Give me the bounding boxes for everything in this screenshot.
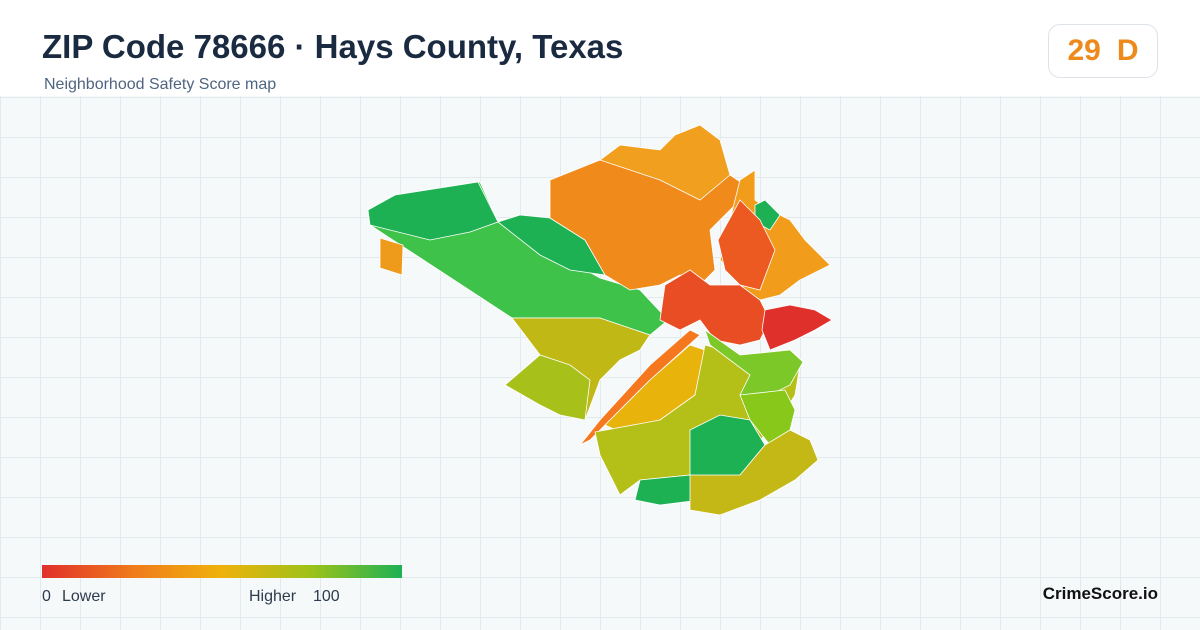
map-region: [704, 328, 804, 396]
map-region: [659, 269, 771, 346]
map-region: [761, 304, 833, 351]
brand: CrimeScore.io: [1042, 584, 1158, 603]
legend-min: 0: [42, 588, 51, 605]
score-badge: 29 D: [1048, 24, 1158, 78]
legend-max: 100: [313, 588, 340, 605]
map-region: [599, 124, 731, 201]
legend-min-label: Lower: [62, 588, 106, 605]
title: ZIP Code 78666 · Hays County, Texas: [42, 28, 624, 65]
map-region: [367, 181, 499, 241]
map-region: [504, 354, 591, 421]
legend-gradient: [42, 565, 402, 578]
map-region: [379, 237, 404, 276]
legend-max-label: Higher: [249, 588, 297, 605]
score-value: 29: [1067, 34, 1101, 67]
map-region: [717, 199, 776, 291]
map-region: [689, 429, 819, 516]
header: ZIP Code 78666 · Hays County, Texas Neig…: [0, 0, 1200, 96]
score-grade: D: [1116, 34, 1139, 67]
map-region: [579, 329, 701, 446]
subtitle: Neighborhood Safety Score map: [44, 76, 277, 93]
